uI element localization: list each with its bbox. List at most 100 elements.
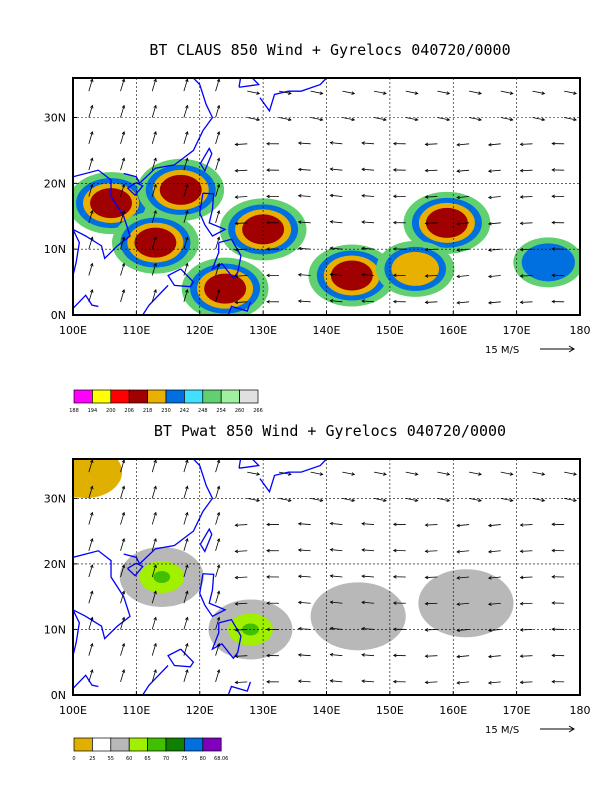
wind-arrowhead [90,157,94,162]
wind-vector [457,275,470,278]
y-tick-label: 0N [51,689,66,702]
wind-vector [151,131,157,144]
colorbar-label: 65 [144,756,150,762]
wind-vector [330,522,343,525]
wind-arrowhead [266,522,270,527]
colorbar-label: 55 [108,756,114,762]
wind-vector [457,524,470,527]
wind-arrowhead [185,183,189,188]
wind-arrowhead [266,575,270,579]
wind-arrowhead [153,210,157,214]
wind-vector [500,90,513,94]
wind-arrowhead [297,273,302,277]
wind-arrowhead [361,522,365,526]
wind-arrowhead [153,157,157,162]
wind-arrowhead [90,511,94,516]
wind-vector [298,195,311,197]
wind-arrowhead [541,498,546,503]
wind-arrowhead [456,169,461,173]
wind-arrowhead [216,459,221,464]
wind-vector [120,459,125,473]
wind-vector [183,237,188,250]
coastline-6 [199,573,227,618]
wind-arrowhead [153,104,157,109]
wind-vector [151,538,157,551]
wind-arrowhead [414,472,419,476]
colorbar-swatch [73,737,93,752]
vector-scale-label: 15 M/S [485,725,519,736]
wind-arrowhead [446,472,451,476]
field-layer [73,78,580,315]
coastline-10 [238,459,261,469]
plot-panel-1: 100E 110E 120E 130E 140E 150E 160E 170E 180 0N 10N… [44,77,591,414]
wind-arrowhead [185,236,189,241]
wind-arrowhead [297,548,302,552]
wind-vector [151,289,157,302]
wind-arrowhead [551,273,556,278]
wind-vector [564,117,577,121]
wind-vector [120,105,125,118]
wind-vector [425,248,438,251]
wind-vector [520,524,533,526]
wind-arrowhead [297,299,302,303]
coastline-1 [73,216,81,276]
wind-arrowhead [329,679,334,683]
coastline-8 [167,648,195,668]
wind-arrowhead [383,117,387,122]
wind-vector [120,512,125,525]
wind-arrowhead [266,299,270,304]
wind-vector [342,497,355,502]
colorbar-label: 75 [181,756,187,762]
wind-vector [373,90,387,94]
wind-vector [215,158,220,171]
wind-arrowhead [573,498,577,503]
field-blob-2-3 [159,174,202,205]
wind-arrowhead [121,590,126,595]
x-tick-label: 110E [122,324,150,337]
wind-arrowhead [456,654,461,659]
wind-arrowhead [392,220,397,225]
wind-vector [437,117,450,121]
wind-vector [183,210,188,223]
wind-arrowhead [361,193,365,198]
colorbar-label: 230 [161,408,171,414]
wind-arrowhead [361,246,365,251]
wind-arrowhead [519,523,524,527]
wind-arrowhead [456,681,461,685]
wind-vector [330,247,343,250]
x-tick-label: 180 [570,704,591,717]
wind-vector [520,196,533,198]
wind-vector [310,471,323,475]
x-tick-label: 160E [439,324,467,337]
wind-arrowhead [414,117,419,122]
colorbar-swatch [128,737,148,752]
wind-arrowhead [456,274,461,279]
wind-vector [278,471,292,475]
wind-arrowhead [153,78,157,83]
wind-vector [298,300,311,303]
wind-arrowhead [509,498,514,503]
wind-vector [488,275,501,278]
wind-arrowhead [297,141,302,145]
wind-vector [437,497,450,502]
wind-arrowhead [121,236,126,241]
wind-arrowhead [121,104,126,109]
coastline-0 [73,294,99,309]
wind-arrowhead [90,537,94,542]
wind-arrowhead [216,616,221,621]
colorbar-label: 242 [180,408,190,414]
wind-arrowhead [519,575,524,580]
wind-arrowhead [392,273,397,278]
wind-vector [183,669,188,683]
wind-vector [151,486,157,499]
wind-vector [330,680,343,683]
colorbar-swatch [165,389,185,404]
wind-arrowhead [287,117,292,122]
wind-vector [88,669,93,683]
wind-arrowhead [519,142,524,147]
field-blob-3-0 [310,582,406,651]
wind-arrowhead [361,626,365,631]
x-tick-label: 180 [570,324,591,337]
wind-vector [405,117,418,121]
wind-arrowhead [185,210,189,214]
